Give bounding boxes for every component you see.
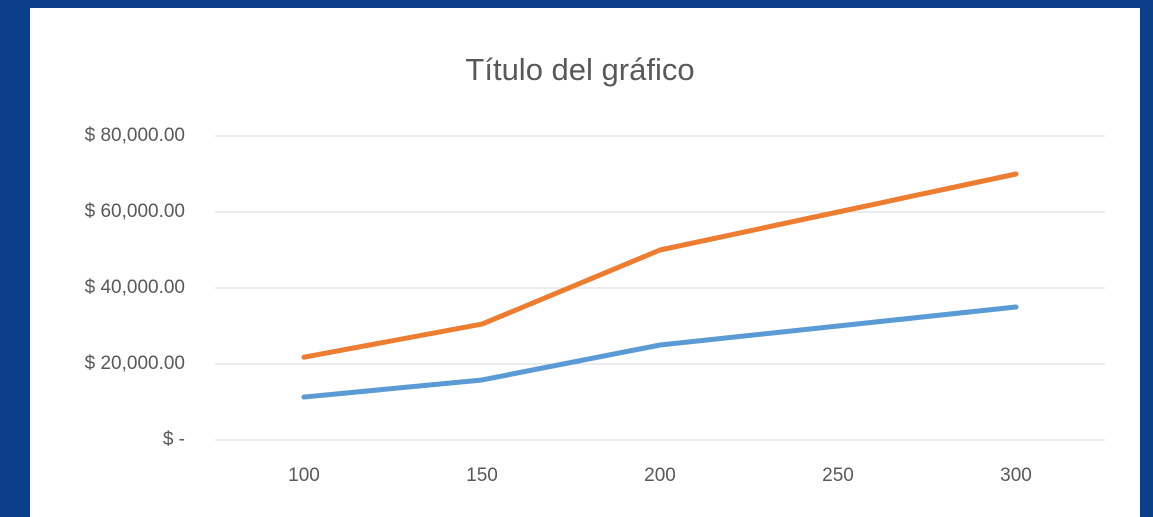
y-tick-label: $ - bbox=[163, 429, 185, 450]
y-tick-label: $ 20,000.00 bbox=[85, 353, 185, 374]
x-tick-label: 100 bbox=[288, 465, 320, 486]
chart-area bbox=[30, 8, 1140, 517]
y-tick-label: $ 60,000.00 bbox=[85, 201, 185, 222]
y-tick-label: $ 40,000.00 bbox=[85, 277, 185, 298]
line-series bbox=[301, 304, 1019, 400]
chart-title: Título del gráfico bbox=[465, 52, 694, 87]
y-tick-label: $ 80,000.00 bbox=[85, 125, 185, 146]
x-tick-label: 200 bbox=[644, 465, 676, 486]
x-tick-label: 150 bbox=[466, 465, 498, 486]
x-tick-label: 300 bbox=[1000, 465, 1032, 486]
line-series bbox=[301, 171, 1019, 360]
x-tick-label: 250 bbox=[822, 465, 854, 486]
